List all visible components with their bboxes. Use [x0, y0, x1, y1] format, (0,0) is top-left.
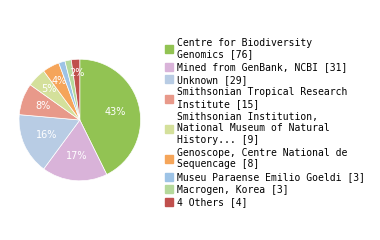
Text: 2%: 2% — [69, 68, 84, 78]
Wedge shape — [71, 59, 80, 120]
Wedge shape — [80, 59, 141, 174]
Wedge shape — [44, 63, 80, 120]
Text: 5%: 5% — [41, 84, 56, 94]
Wedge shape — [59, 61, 80, 120]
Wedge shape — [19, 115, 80, 169]
Text: 43%: 43% — [105, 107, 126, 117]
Wedge shape — [30, 71, 80, 120]
Text: 17%: 17% — [66, 151, 87, 161]
Text: 4%: 4% — [51, 77, 66, 86]
Text: 16%: 16% — [36, 130, 57, 140]
Wedge shape — [19, 85, 80, 120]
Wedge shape — [65, 60, 80, 120]
Wedge shape — [44, 120, 107, 181]
Legend: Centre for Biodiversity
Genomics [76], Mined from GenBank, NCBI [31], Unknown [2: Centre for Biodiversity Genomics [76], M… — [164, 37, 366, 208]
Text: 8%: 8% — [35, 101, 50, 111]
